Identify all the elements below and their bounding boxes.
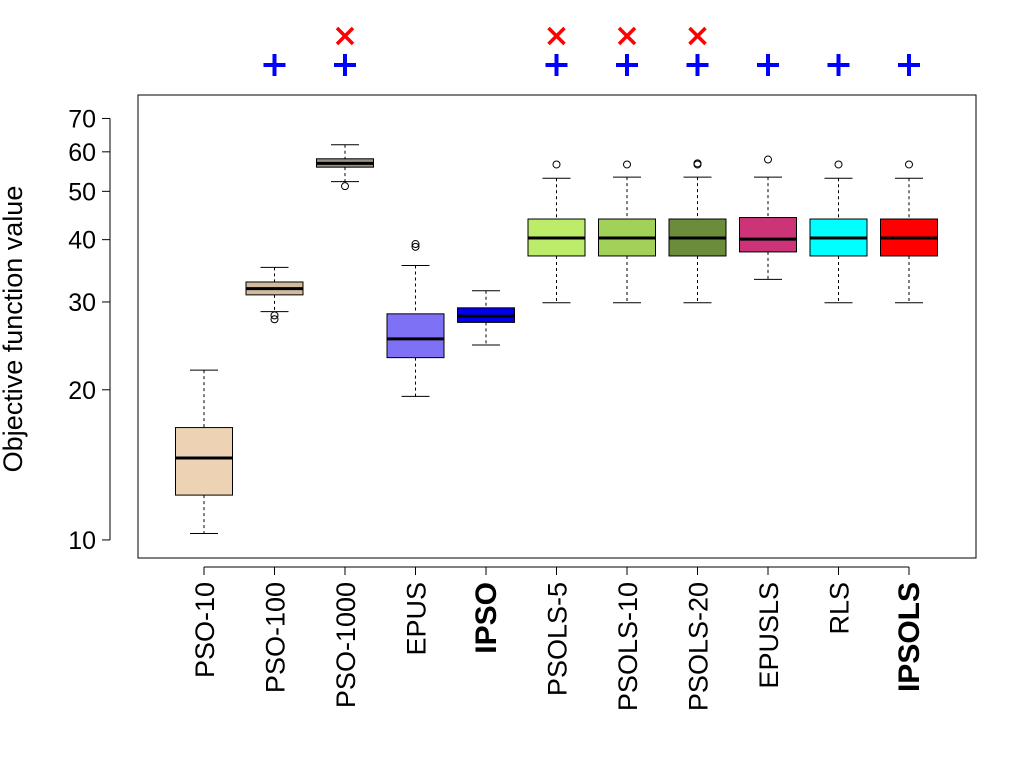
significance-markers <box>263 26 920 76</box>
cross-marker <box>547 26 566 46</box>
box-group <box>457 290 515 346</box>
box-group <box>386 240 445 397</box>
box-group <box>739 155 797 280</box>
box <box>175 427 233 496</box>
outlier-point <box>411 240 420 249</box>
y-tick-label: 50 <box>68 178 96 206</box>
box-group <box>809 160 868 304</box>
x-tick-label: PSOLS-5 <box>543 582 573 696</box>
outlier-point <box>552 160 561 169</box>
x-tick-label: EPUS <box>402 582 432 656</box>
box-group <box>527 160 586 304</box>
x-tick-label: PSO-10 <box>190 582 220 678</box>
plus-marker <box>686 54 709 76</box>
plot-frame <box>137 94 977 559</box>
cross-marker <box>617 26 637 46</box>
outlier-point <box>411 242 420 251</box>
y-tick-label: 10 <box>68 527 96 555</box>
box <box>739 217 797 253</box>
y-tick-label: 60 <box>68 139 96 167</box>
plus-marker <box>616 54 638 76</box>
outlier-point <box>270 311 279 320</box>
x-tick-label: RLS <box>825 582 855 635</box>
outlier-point <box>693 159 702 168</box>
box-group <box>245 266 304 324</box>
outlier-point <box>341 182 349 191</box>
x-axis: PSO-10 PSO-100 PSO-1000 EPUS IPSO PSOLS-5 PSOL… <box>190 566 926 711</box>
plus-marker <box>263 54 286 76</box>
outlier-point <box>623 160 631 169</box>
plus-marker <box>898 54 920 76</box>
boxes-layer <box>175 144 938 535</box>
y-tick-label: 20 <box>68 377 96 405</box>
box-group <box>175 369 233 535</box>
outlier-point <box>270 315 279 324</box>
y-axis: 10 20 30 40 50 60 70 <box>68 105 111 555</box>
x-tick-label: IPSO <box>470 582 503 654</box>
plus-marker <box>545 54 568 76</box>
x-tick-label: IPSOLS <box>893 582 926 692</box>
y-tick-label: 30 <box>68 289 96 317</box>
x-tick-label: PSO-1000 <box>331 582 361 708</box>
y-tick-label: 40 <box>68 227 96 255</box>
cross-marker-b <box>547 26 566 46</box>
box-group <box>316 144 374 191</box>
plus-marker <box>757 54 779 76</box>
box-group <box>598 160 656 304</box>
y-tick-label: 70 <box>68 105 96 133</box>
x-tick-label: PSOLS-10 <box>613 582 643 711</box>
x-tick-label: PSOLS-20 <box>684 582 714 711</box>
outlier-point <box>764 155 772 164</box>
outlier-point <box>834 160 843 169</box>
plus-marker <box>827 54 850 76</box>
cross-marker-b <box>688 26 707 46</box>
cross-marker <box>688 26 707 46</box>
y-axis-label: Objective function value <box>0 186 28 473</box>
plus-marker <box>334 54 356 76</box>
cross-marker-b <box>335 26 355 46</box>
cross-marker-b <box>617 26 637 46</box>
box <box>386 313 445 359</box>
x-tick-label: EPUSLS <box>754 582 784 689</box>
outlier-point <box>905 160 913 169</box>
cross-marker <box>335 26 355 46</box>
x-tick-label: PSO-100 <box>261 582 291 693</box>
box-group <box>880 160 938 304</box>
box-group <box>668 159 727 304</box>
